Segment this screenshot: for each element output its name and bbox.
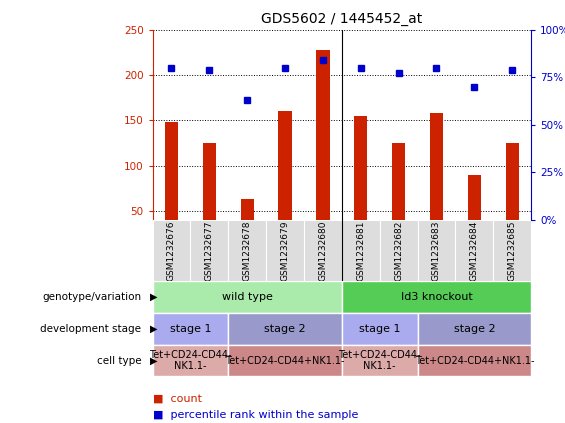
Text: ▶: ▶ [150, 356, 157, 365]
Bar [380, 220, 418, 281]
Bar [342, 281, 531, 313]
Bar [153, 345, 228, 376]
Bar [342, 313, 418, 345]
Text: GSM1232683: GSM1232683 [432, 220, 441, 281]
Bar [354, 116, 367, 220]
Bar [165, 122, 178, 220]
Bar [506, 143, 519, 220]
Bar [153, 281, 342, 313]
Text: Tet+CD24-CD44-
NK1.1-: Tet+CD24-CD44- NK1.1- [338, 350, 421, 371]
Bar [153, 220, 190, 281]
Text: ▶: ▶ [150, 292, 157, 302]
Text: stage 1: stage 1 [359, 324, 401, 334]
Text: GSM1232679: GSM1232679 [281, 220, 289, 281]
Text: stage 1: stage 1 [170, 324, 211, 334]
Title: GDS5602 / 1445452_at: GDS5602 / 1445452_at [261, 12, 423, 26]
Bar [203, 143, 216, 220]
Text: ■  percentile rank within the sample: ■ percentile rank within the sample [153, 410, 358, 420]
Text: wild type: wild type [221, 292, 273, 302]
Bar [468, 175, 481, 220]
Bar [228, 220, 266, 281]
Text: GSM1232680: GSM1232680 [319, 220, 327, 281]
Text: stage 2: stage 2 [454, 324, 495, 334]
Bar [228, 345, 342, 376]
Text: stage 2: stage 2 [264, 324, 306, 334]
Text: GSM1232684: GSM1232684 [470, 220, 479, 281]
Bar [430, 113, 443, 220]
Text: GSM1232682: GSM1232682 [394, 220, 403, 281]
Bar [418, 220, 455, 281]
Bar [316, 49, 329, 220]
Text: cell type: cell type [97, 356, 141, 365]
Bar [279, 111, 292, 220]
Text: development stage: development stage [40, 324, 141, 334]
Text: Tet+CD24-CD44+NK1.1-: Tet+CD24-CD44+NK1.1- [225, 356, 345, 365]
Bar [241, 199, 254, 220]
Bar [153, 313, 228, 345]
Bar [493, 220, 531, 281]
Text: GSM1232677: GSM1232677 [205, 220, 214, 281]
Text: ▶: ▶ [150, 324, 157, 334]
Text: Tet+CD24-CD44+NK1.1-: Tet+CD24-CD44+NK1.1- [415, 356, 534, 365]
Text: ■  count: ■ count [153, 393, 202, 404]
Text: GSM1232676: GSM1232676 [167, 220, 176, 281]
Bar [342, 220, 380, 281]
Bar [392, 143, 405, 220]
Bar [266, 220, 304, 281]
Bar [418, 313, 531, 345]
Bar [418, 345, 531, 376]
Text: Id3 knockout: Id3 knockout [401, 292, 472, 302]
Text: genotype/variation: genotype/variation [42, 292, 141, 302]
Text: GSM1232685: GSM1232685 [508, 220, 516, 281]
Bar [190, 220, 228, 281]
Bar [304, 220, 342, 281]
Text: GSM1232681: GSM1232681 [357, 220, 365, 281]
Bar [455, 220, 493, 281]
Text: Tet+CD24-CD44-
NK1.1-: Tet+CD24-CD44- NK1.1- [149, 350, 232, 371]
Text: GSM1232678: GSM1232678 [243, 220, 251, 281]
Bar [228, 313, 342, 345]
Bar [342, 345, 418, 376]
